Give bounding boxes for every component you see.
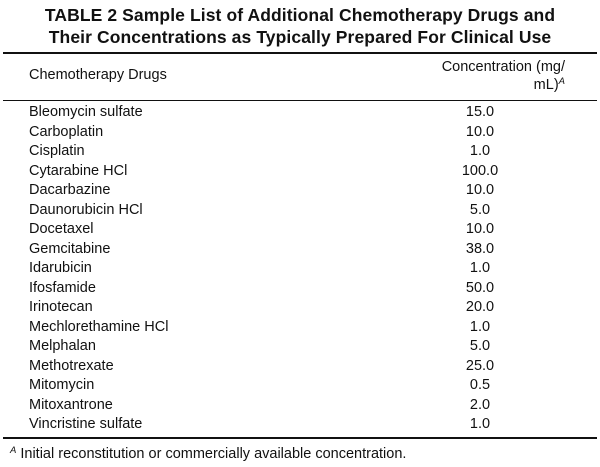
drug-name-cell: Mitomycin bbox=[29, 377, 95, 393]
table-bottom-rule bbox=[3, 437, 597, 439]
column-header-concentration-unit: mL) bbox=[533, 77, 559, 93]
drug-name-cell: Ifosfamide bbox=[29, 279, 96, 296]
table-row: Gemcitabine 38.0 bbox=[0, 240, 600, 260]
drug-name-cell: Methotrexate bbox=[29, 357, 114, 374]
drug-name-cell: Melphalan bbox=[29, 338, 96, 354]
drug-name-cell: Idarubicin bbox=[29, 260, 92, 276]
drug-name-cell: Cytarabine HCl bbox=[29, 162, 128, 179]
table-row: Cytarabine HCl 100.0 bbox=[0, 162, 600, 182]
concentration-cell: 10.0 bbox=[465, 123, 495, 140]
concentration-cell: 100.0 bbox=[461, 162, 499, 179]
table-top-rule bbox=[3, 52, 597, 54]
concentration-cell: 10.0 bbox=[465, 182, 495, 198]
concentration-cell: 25.0 bbox=[465, 357, 495, 374]
concentration-cell: 50.0 bbox=[465, 279, 495, 296]
concentration-cell: 1.0 bbox=[469, 416, 491, 432]
table-footnote: A Initial reconstitution or commercially… bbox=[10, 445, 406, 463]
column-header-concentration-line-2: mL)A bbox=[400, 76, 565, 94]
table-title-line-1: TABLE 2 Sample List of Additional Chemot… bbox=[44, 5, 556, 25]
concentration-cell: 0.5 bbox=[469, 377, 491, 393]
concentration-cell: 38.0 bbox=[465, 240, 495, 257]
footnote-text: Initial reconstitution or commercially a… bbox=[16, 446, 407, 462]
table-body: Bleomycin sulfate 15.0 Carboplatin 10.0 Cisp… bbox=[0, 103, 600, 435]
concentration-cell: 5.0 bbox=[469, 338, 491, 354]
concentration-cell: 5.0 bbox=[469, 201, 491, 218]
drug-name-cell: Bleomycin sulfate bbox=[29, 104, 143, 120]
drug-name-cell: Mechlorethamine HCl bbox=[29, 318, 169, 335]
table-row: Bleomycin sulfate 15.0 bbox=[0, 103, 600, 123]
table-title: TABLE 2 Sample List of Additional Chemot… bbox=[0, 4, 600, 48]
concentration-cell: 20.0 bbox=[465, 299, 495, 315]
drug-name-cell: Gemcitabine bbox=[29, 240, 111, 257]
table-row: Mitoxantrone 2.0 bbox=[0, 396, 600, 416]
column-header-drug: Chemotherapy Drugs bbox=[29, 67, 167, 83]
table-row: Mechlorethamine HCl 1.0 bbox=[0, 318, 600, 338]
table-row: Methotrexate 25.0 bbox=[0, 357, 600, 377]
footnote-reference-marker: A bbox=[558, 76, 565, 87]
table-row: Daunorubicin HCl 5.0 bbox=[0, 201, 600, 221]
drug-name-cell: Mitoxantrone bbox=[29, 396, 113, 413]
table-row: Docetaxel 10.0 bbox=[0, 220, 600, 240]
concentration-cell: 2.0 bbox=[469, 396, 491, 413]
column-header-concentration-line-1: Concentration (mg/ bbox=[441, 59, 565, 75]
table-row: Vincristine sulfate 1.0 bbox=[0, 415, 600, 435]
table-row: Dacarbazine 10.0 bbox=[0, 181, 600, 201]
drug-name-cell: Daunorubicin HCl bbox=[29, 201, 143, 218]
footnote-marker: A bbox=[10, 445, 17, 456]
table-row: Melphalan 5.0 bbox=[0, 337, 600, 357]
drug-name-cell: Irinotecan bbox=[29, 299, 93, 315]
concentration-cell: 1.0 bbox=[469, 260, 491, 276]
table-row: Carboplatin 10.0 bbox=[0, 123, 600, 143]
concentration-cell: 1.0 bbox=[469, 143, 491, 159]
drug-name-cell: Vincristine sulfate bbox=[29, 416, 143, 432]
table-row: Mitomycin 0.5 bbox=[0, 376, 600, 396]
concentration-cell: 15.0 bbox=[465, 104, 495, 120]
drug-name-cell: Cisplatin bbox=[29, 143, 85, 159]
table-row: Irinotecan 20.0 bbox=[0, 298, 600, 318]
column-header-concentration: Concentration (mg/ mL)A bbox=[400, 58, 565, 94]
table-row: Idarubicin 1.0 bbox=[0, 259, 600, 279]
concentration-cell: 10.0 bbox=[465, 221, 495, 237]
concentration-cell: 1.0 bbox=[469, 318, 491, 335]
table-row: Ifosfamide 50.0 bbox=[0, 279, 600, 299]
drug-name-cell: Carboplatin bbox=[29, 123, 104, 140]
table-title-line-2: Their Concentrations as Typically Prepar… bbox=[48, 27, 552, 47]
table-row: Cisplatin 1.0 bbox=[0, 142, 600, 162]
table-header-rule bbox=[3, 100, 597, 101]
drug-name-cell: Dacarbazine bbox=[29, 182, 111, 198]
drug-name-cell: Docetaxel bbox=[29, 221, 94, 237]
